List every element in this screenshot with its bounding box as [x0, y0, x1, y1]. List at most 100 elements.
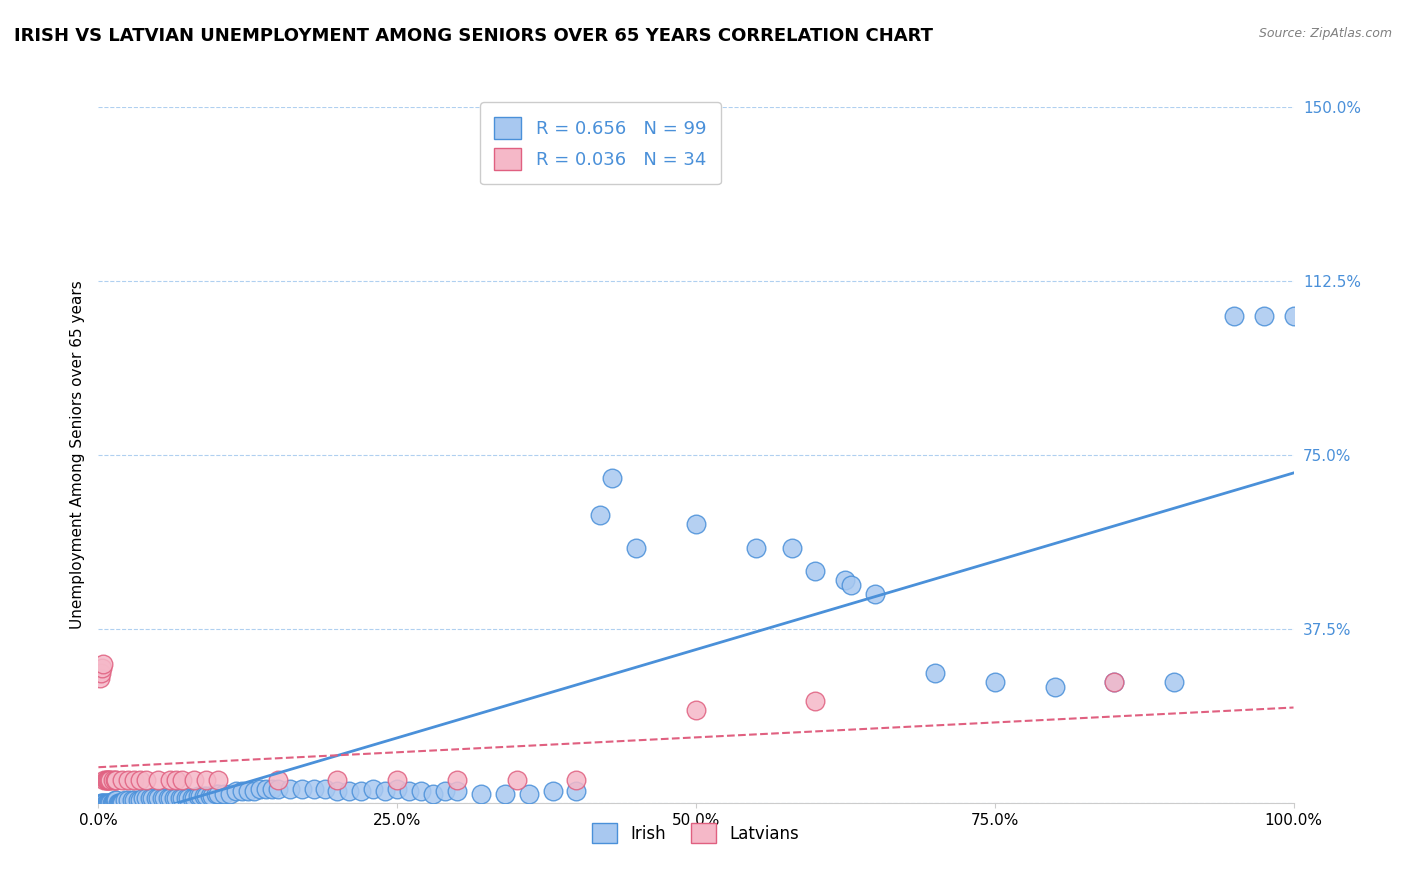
- Point: [108, 796, 131, 810]
- Point: [89, 671, 111, 685]
- Point: [204, 787, 226, 801]
- Point: [249, 781, 271, 796]
- Point: [98, 796, 122, 810]
- Point: [195, 789, 218, 803]
- Point: [101, 772, 124, 787]
- Point: [350, 784, 373, 798]
- Point: [90, 796, 112, 810]
- Point: [124, 793, 146, 807]
- Point: [98, 772, 122, 787]
- Point: [103, 796, 125, 810]
- Point: [98, 796, 121, 810]
- Point: [172, 791, 194, 805]
- Point: [129, 772, 152, 787]
- Point: [924, 665, 946, 680]
- Point: [1282, 309, 1305, 323]
- Point: [1163, 675, 1185, 690]
- Point: [114, 793, 136, 807]
- Point: [193, 789, 215, 803]
- Point: [93, 796, 115, 810]
- Point: [1043, 680, 1066, 694]
- Point: [183, 772, 205, 787]
- Point: [121, 793, 143, 807]
- Point: [107, 796, 129, 810]
- Point: [163, 791, 186, 805]
- Point: [685, 703, 707, 717]
- Point: [219, 787, 242, 801]
- Point: [385, 781, 409, 796]
- Point: [626, 541, 648, 555]
- Point: [602, 471, 624, 485]
- Point: [267, 781, 290, 796]
- Point: [135, 791, 157, 805]
- Point: [326, 772, 349, 787]
- Point: [865, 587, 887, 601]
- Point: [984, 675, 1007, 690]
- Point: [101, 796, 124, 810]
- Point: [91, 657, 114, 671]
- Point: [201, 789, 224, 803]
- Point: [159, 772, 181, 787]
- Point: [165, 791, 187, 805]
- Y-axis label: Unemployment Among Seniors over 65 years: Unemployment Among Seniors over 65 years: [69, 281, 84, 629]
- Point: [145, 791, 167, 805]
- Point: [541, 784, 564, 798]
- Point: [374, 784, 396, 798]
- Point: [165, 772, 187, 787]
- Point: [188, 789, 211, 803]
- Point: [804, 694, 827, 708]
- Point: [93, 772, 115, 787]
- Point: [231, 784, 253, 798]
- Point: [105, 772, 128, 787]
- Point: [104, 793, 127, 807]
- Point: [1223, 309, 1246, 323]
- Point: [98, 772, 121, 787]
- Point: [1104, 675, 1126, 690]
- Point: [236, 784, 259, 798]
- Point: [267, 772, 290, 787]
- Point: [127, 793, 149, 807]
- Point: [278, 781, 301, 796]
- Point: [1104, 675, 1126, 690]
- Point: [841, 578, 863, 592]
- Point: [91, 661, 114, 675]
- Point: [124, 772, 146, 787]
- Point: [107, 796, 129, 810]
- Point: [326, 784, 349, 798]
- Point: [411, 784, 433, 798]
- Point: [745, 541, 768, 555]
- Point: [139, 791, 162, 805]
- Point: [148, 791, 170, 805]
- Point: [565, 772, 588, 787]
- Point: [94, 796, 117, 810]
- Point: [434, 784, 457, 798]
- Point: [129, 793, 152, 807]
- Point: [470, 787, 492, 801]
- Point: [97, 796, 120, 810]
- Point: [422, 787, 444, 801]
- Point: [177, 791, 200, 805]
- Point: [117, 772, 139, 787]
- Point: [385, 772, 409, 787]
- Point: [91, 796, 114, 810]
- Point: [172, 772, 194, 787]
- Point: [339, 784, 361, 798]
- Point: [111, 772, 134, 787]
- Point: [198, 789, 221, 803]
- Text: Source: ZipAtlas.com: Source: ZipAtlas.com: [1258, 27, 1392, 40]
- Point: [180, 791, 202, 805]
- Point: [91, 796, 114, 810]
- Point: [254, 781, 277, 796]
- Point: [97, 772, 120, 787]
- Point: [780, 541, 803, 555]
- Point: [94, 772, 117, 787]
- Point: [169, 791, 191, 805]
- Point: [183, 791, 205, 805]
- Point: [212, 787, 235, 801]
- Point: [1253, 309, 1275, 323]
- Point: [195, 772, 218, 787]
- Text: IRISH VS LATVIAN UNEMPLOYMENT AMONG SENIORS OVER 65 YEARS CORRELATION CHART: IRISH VS LATVIAN UNEMPLOYMENT AMONG SENI…: [14, 27, 934, 45]
- Point: [398, 784, 420, 798]
- Point: [156, 791, 179, 805]
- Point: [96, 772, 118, 787]
